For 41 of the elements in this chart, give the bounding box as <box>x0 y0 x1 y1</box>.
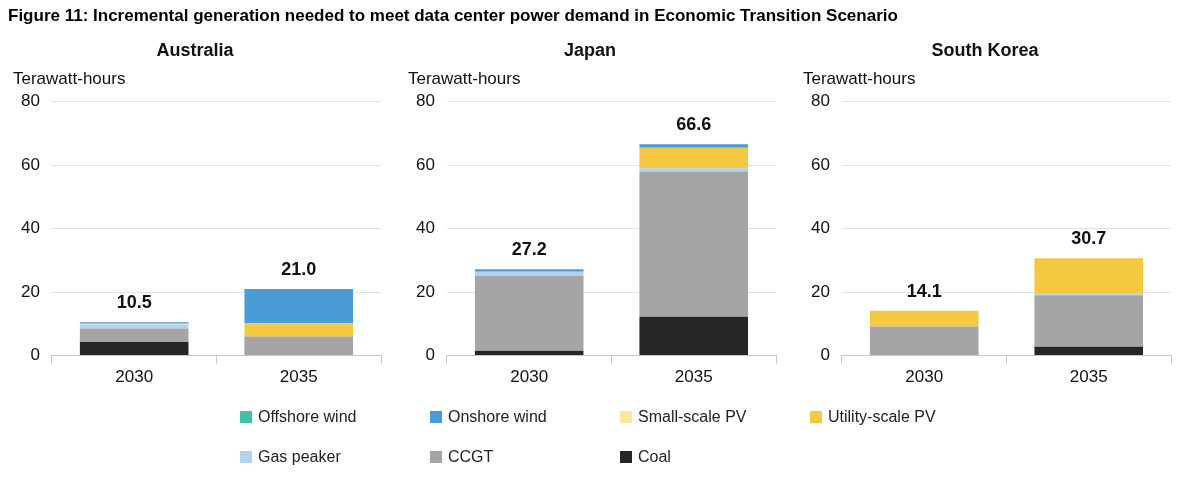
legend-label: Coal <box>638 448 671 466</box>
y-tick-label: 80 <box>810 91 830 111</box>
y-axis-title: Terawatt-hours <box>408 68 521 88</box>
x-tick-label: 2035 <box>1069 367 1108 387</box>
y-tick-label: 0 <box>425 345 435 365</box>
y-tick-label: 0 <box>820 345 830 365</box>
total-label: 21.0 <box>281 258 317 279</box>
y-tick-label: 60 <box>415 154 435 174</box>
y-tick-label: 20 <box>20 281 40 301</box>
x-tick-label: 2035 <box>674 367 713 387</box>
x-tick-label: 2030 <box>115 367 154 387</box>
total-label: 27.2 <box>511 239 547 260</box>
legend-label: CCGT <box>448 448 494 466</box>
legend-label: Small-scale PV <box>638 408 747 426</box>
y-tick-label: 40 <box>810 218 830 238</box>
x-tick-label: 2030 <box>905 367 944 387</box>
chart-title: Japan <box>563 39 617 60</box>
legend-label: Offshore wind <box>258 408 357 426</box>
chart-title: South Korea <box>931 39 1040 60</box>
y-tick-label: 20 <box>810 281 830 301</box>
y-tick-label: 0 <box>30 345 40 365</box>
total-label: 10.5 <box>116 292 152 313</box>
legend-label: Onshore wind <box>448 408 547 426</box>
chart-title: Australia <box>156 39 235 60</box>
y-tick-label: 40 <box>415 218 435 238</box>
total-label: 30.7 <box>1071 228 1107 249</box>
y-tick-label: 40 <box>20 218 40 238</box>
y-tick-label: 80 <box>20 91 40 111</box>
y-tick-label: 80 <box>415 91 435 111</box>
y-tick-label: 20 <box>415 281 435 301</box>
y-tick-label: 60 <box>810 154 830 174</box>
caption: Figure 11: Incremental generation needed to meet data center power demand in Economic Transition Scenario <box>8 6 898 26</box>
y-axis-title: Terawatt-hours <box>13 68 126 88</box>
y-axis-title: Terawatt-hours <box>803 68 916 88</box>
x-tick-label: 2030 <box>510 367 549 387</box>
y-tick-label: 60 <box>20 154 40 174</box>
legend-label: Utility-scale PV <box>828 408 936 426</box>
total-label: 66.6 <box>676 114 712 135</box>
legend-label: Gas peaker <box>258 448 341 466</box>
x-tick-label: 2035 <box>279 367 318 387</box>
total-label: 14.1 <box>906 280 942 301</box>
